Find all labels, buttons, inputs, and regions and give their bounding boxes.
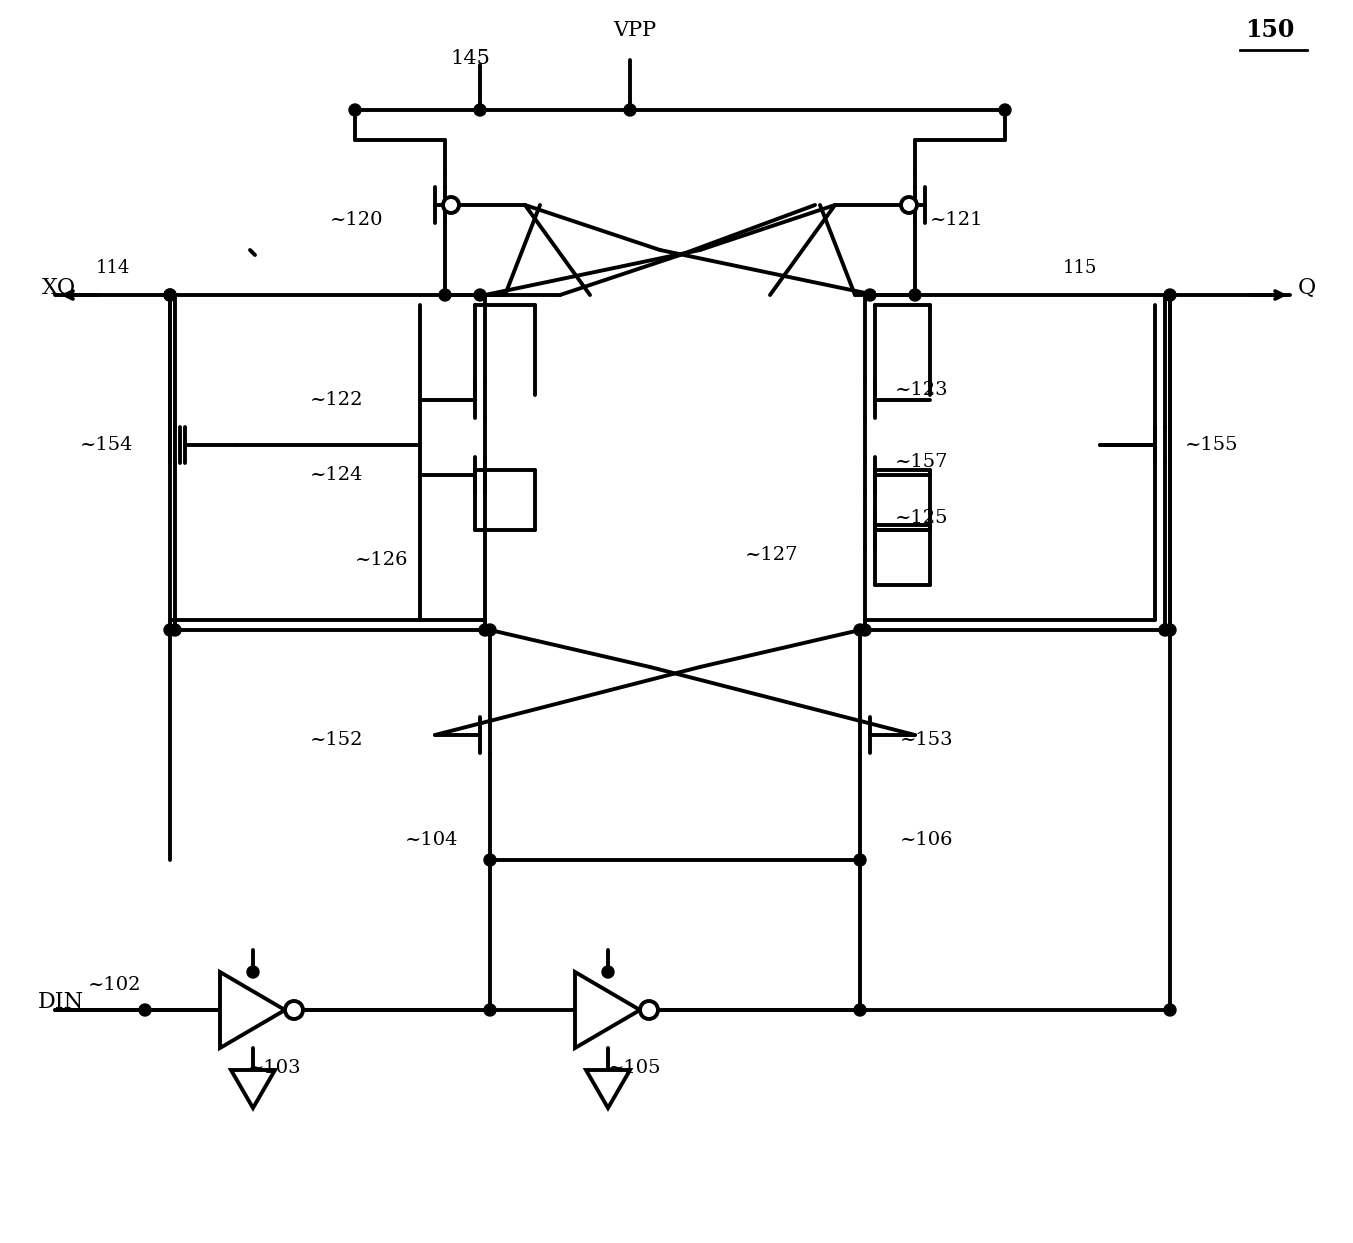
Circle shape [999,104,1011,116]
Circle shape [484,624,497,636]
Text: ~123: ~123 [894,382,948,399]
Text: XQ: XQ [42,277,76,300]
Circle shape [139,1004,152,1016]
Circle shape [901,196,917,213]
Circle shape [859,624,871,636]
Text: 114: 114 [96,259,130,277]
Text: ~157: ~157 [894,452,948,471]
Text: ~102: ~102 [88,976,142,994]
Circle shape [349,104,361,116]
Text: ~103: ~103 [248,1059,302,1076]
Circle shape [854,854,866,866]
Circle shape [602,966,614,978]
Circle shape [640,1001,658,1019]
Circle shape [1164,1004,1176,1016]
Text: 145: 145 [451,48,490,67]
Text: ~154: ~154 [80,436,134,454]
Text: ~104: ~104 [405,832,459,849]
Circle shape [164,290,176,301]
Circle shape [484,1004,497,1016]
Circle shape [624,104,636,116]
Circle shape [474,104,486,116]
Text: 150: 150 [1245,17,1295,42]
Circle shape [164,624,176,636]
Text: ~153: ~153 [900,731,954,750]
Text: ~124: ~124 [310,466,364,484]
Circle shape [248,966,258,978]
Text: ~155: ~155 [1185,436,1238,454]
Text: 115: 115 [1063,259,1097,277]
Circle shape [474,290,486,301]
Text: Q: Q [1298,277,1316,300]
Circle shape [164,290,176,301]
Circle shape [854,1004,866,1016]
Text: ~122: ~122 [310,392,364,409]
Polygon shape [221,972,285,1048]
Text: ~106: ~106 [900,832,954,849]
Text: DIN: DIN [38,991,84,1013]
Circle shape [484,854,497,866]
Text: ~126: ~126 [354,551,409,569]
Circle shape [438,290,451,301]
Text: ~120: ~120 [330,211,383,229]
Polygon shape [231,1070,275,1108]
Text: ~125: ~125 [894,508,948,527]
Circle shape [479,624,491,636]
Text: ~127: ~127 [746,546,798,564]
Circle shape [285,1001,303,1019]
Text: ~121: ~121 [930,211,984,229]
Circle shape [1164,624,1176,636]
Text: ~152: ~152 [310,731,364,750]
Polygon shape [586,1070,630,1108]
Circle shape [1164,290,1176,301]
Circle shape [169,624,181,636]
Circle shape [909,290,921,301]
Circle shape [442,196,459,213]
Circle shape [854,624,866,636]
Text: VPP: VPP [613,20,656,40]
Circle shape [865,290,875,301]
Polygon shape [575,972,640,1048]
Text: ~105: ~105 [607,1059,662,1076]
Circle shape [1160,624,1170,636]
